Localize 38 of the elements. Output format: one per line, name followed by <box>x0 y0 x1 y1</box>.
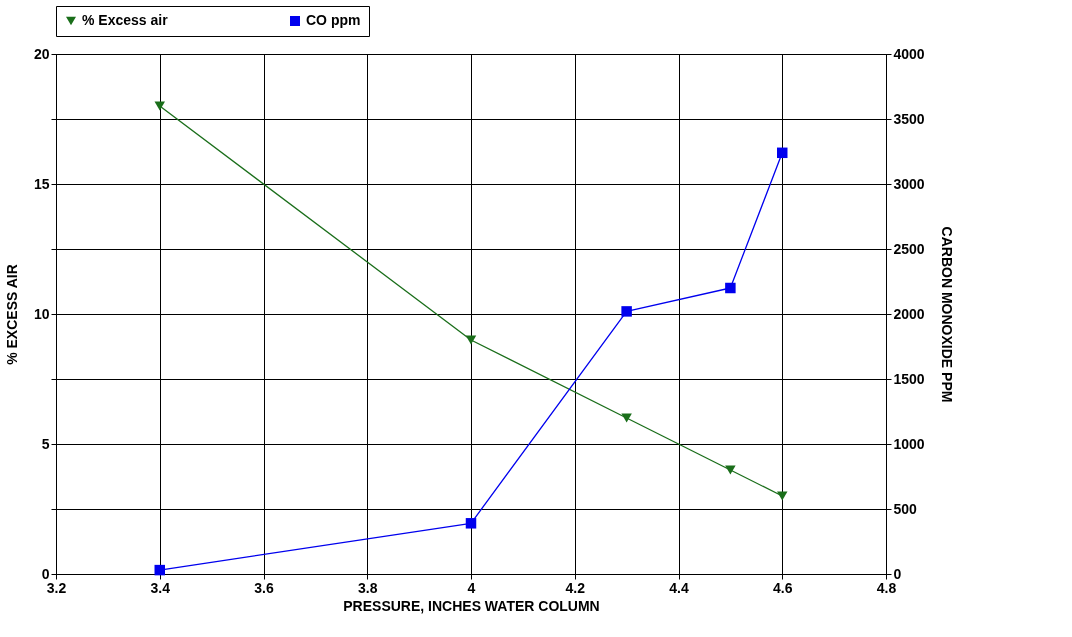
x-tick-label: 4.2 <box>565 579 586 596</box>
point <box>154 564 165 576</box>
y-tick-label: 10 <box>33 305 50 322</box>
point <box>777 147 788 159</box>
x-tick-label: 3.8 <box>358 579 378 596</box>
x-tick-label: 3.6 <box>254 579 274 596</box>
legend-label: % Excess air <box>82 12 169 28</box>
point <box>725 282 736 294</box>
point <box>777 491 788 501</box>
y-tick-label: 0 <box>41 565 50 582</box>
point <box>621 413 632 423</box>
y2-tick-label: 0 <box>893 565 902 582</box>
legend-label: CO ppm <box>306 12 361 28</box>
point <box>465 518 477 529</box>
y2-tick-label: 500 <box>893 500 918 517</box>
point <box>154 101 165 111</box>
x-tick-label: 4.4 <box>669 579 689 596</box>
y-tick-label: 5 <box>41 435 50 452</box>
y2-tick-label: 3000 <box>893 175 925 192</box>
x-tick-label: 4 <box>467 579 476 596</box>
y2-tick-label: 1500 <box>893 370 925 387</box>
y-tick-label: 20 <box>33 45 50 62</box>
x-tick-label: 3.2 <box>46 579 67 596</box>
x-axis-title: PRESSURE, INCHES WATER COLUMN <box>343 597 600 614</box>
y-tick-label: 15 <box>33 175 50 192</box>
y2-tick-label: 2500 <box>893 240 925 257</box>
point <box>621 306 632 317</box>
x-tick-label: 3.4 <box>150 579 171 596</box>
y2-tick-label: 1000 <box>893 435 925 452</box>
x-tick-label: 4.8 <box>876 579 897 596</box>
y2-tick-label: 4000 <box>893 45 925 62</box>
x-tick-label: 4.6 <box>773 579 793 596</box>
y-axis-title: % EXCESS AIR <box>3 264 20 365</box>
y2-tick-label: 2000 <box>893 305 925 322</box>
point <box>465 335 477 345</box>
point <box>725 465 736 475</box>
y2-axis-title: CARBON MONOXIDE PPM <box>938 226 955 403</box>
y2-tick-label: 3500 <box>893 110 925 127</box>
